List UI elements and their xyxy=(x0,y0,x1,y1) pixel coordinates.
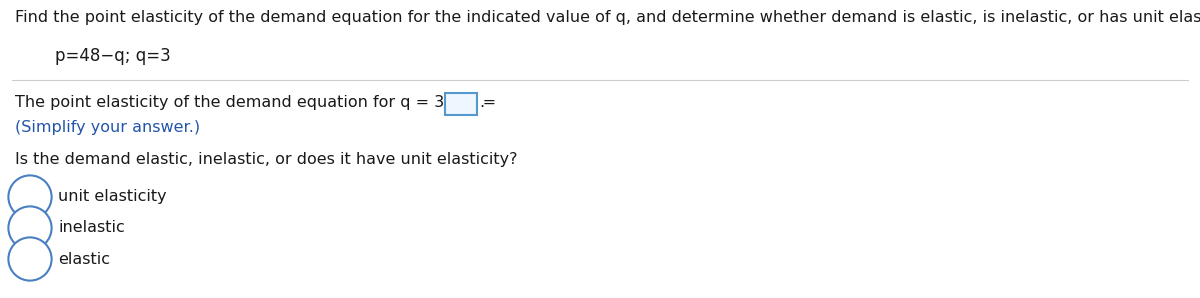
Text: inelastic: inelastic xyxy=(58,221,125,235)
Ellipse shape xyxy=(8,238,52,281)
Ellipse shape xyxy=(8,207,52,250)
Text: Is the demand elastic, inelastic, or does it have unit elasticity?: Is the demand elastic, inelastic, or doe… xyxy=(14,152,517,167)
Ellipse shape xyxy=(8,176,52,219)
Text: elastic: elastic xyxy=(58,252,110,266)
Text: The point elasticity of the demand equation for q = 3 is η =: The point elasticity of the demand equat… xyxy=(14,95,496,110)
Text: .: . xyxy=(479,95,484,110)
Text: p=48−q; q=3: p=48−q; q=3 xyxy=(55,47,170,65)
Text: (Simplify your answer.): (Simplify your answer.) xyxy=(14,120,200,135)
Text: unit elasticity: unit elasticity xyxy=(58,190,167,204)
FancyBboxPatch shape xyxy=(445,93,478,115)
Text: Find the point elasticity of the demand equation for the indicated value of q, a: Find the point elasticity of the demand … xyxy=(14,10,1200,25)
